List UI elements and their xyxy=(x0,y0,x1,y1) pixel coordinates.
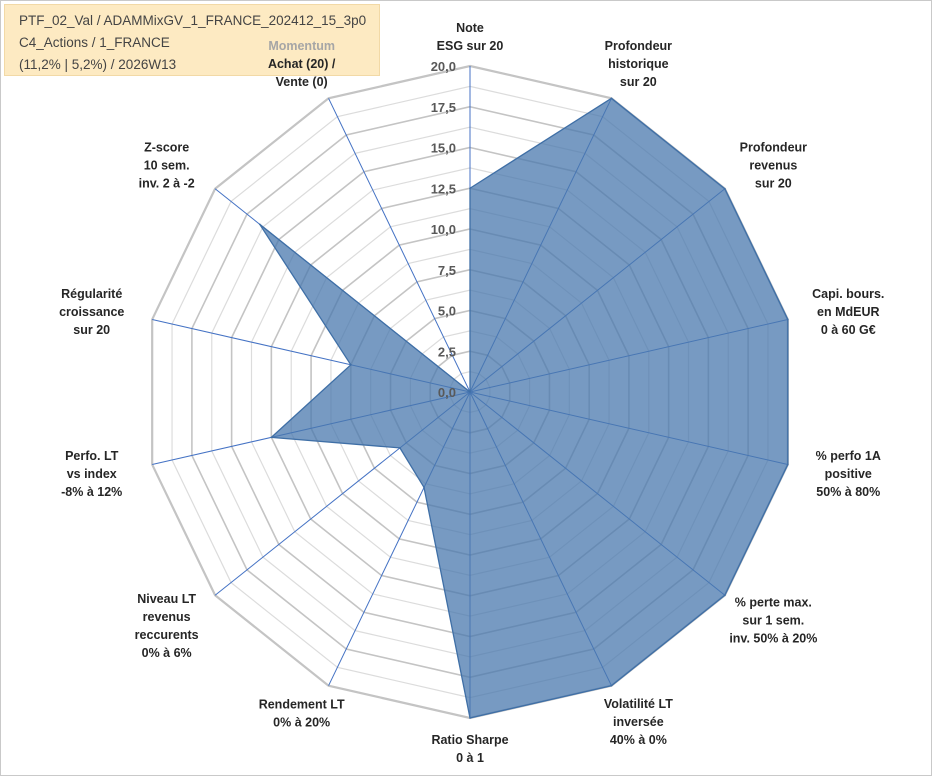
axis-label-line: 0 à 1 xyxy=(456,751,484,765)
tick-label: 12,5 xyxy=(431,181,456,196)
axis-label: % perfo 1A positive 50% à 80% xyxy=(816,449,881,499)
axis-label-line: 0 à 60 G€ xyxy=(821,323,876,337)
axis-label-line: 0% à 6% xyxy=(142,646,192,660)
axis-label: Ratio Sharpe 0 à 1 xyxy=(431,733,508,765)
axis-label-line: inv. 50% à 20% xyxy=(729,632,817,646)
axis-label-line: Ratio Sharpe xyxy=(431,733,508,747)
series-point xyxy=(469,391,471,393)
series-point xyxy=(270,436,273,439)
axis-label-line: Vente (0) xyxy=(276,75,328,89)
series-point xyxy=(787,463,789,466)
axis-label-line: Niveau LT xyxy=(137,592,196,606)
axis-label-line: reccurents xyxy=(135,628,199,642)
axis-label-line: inversée xyxy=(613,715,664,729)
axis-label-group: Momentum xyxy=(268,39,335,53)
series-point xyxy=(399,447,401,449)
series-point xyxy=(423,486,425,489)
axis-label-line: Rendement LT xyxy=(259,698,345,712)
axis-label-line: Capi. bours. xyxy=(812,287,884,301)
axis-label-line: positive xyxy=(825,467,872,481)
axis-label-line: % perfo 1A xyxy=(816,449,881,463)
axis-label-line: sur 20 xyxy=(755,176,792,190)
axis-label-line: Profondeur xyxy=(605,39,672,53)
axis-label-line: historique xyxy=(608,57,668,71)
axis-label-line: sur 20 xyxy=(620,75,657,89)
chart-info-box: PTF_02_Val / ADAMMixGV_1_FRANCE_202412_1… xyxy=(4,4,380,76)
axis-label-line: % perte max. xyxy=(735,596,812,610)
axis-label: Note ESG sur 20 xyxy=(437,21,504,53)
tick-label: 10,0 xyxy=(431,222,456,237)
axis-label-line: 10 sem. xyxy=(144,158,190,172)
axis-label-line: 50% à 80% xyxy=(816,485,880,499)
radar-tick-labels: 0,0 2,5 5,0 7,5 10,0 12,5 15,0 17,5 20,0 xyxy=(431,59,456,400)
info-line-stats: (11,2% | 5,2%) / 2026W13 xyxy=(19,57,177,72)
series-point xyxy=(787,318,789,321)
axis-label: Momentum Achat (20) / Vente (0) xyxy=(268,39,336,89)
axis-label-line: Régularité xyxy=(61,287,122,301)
info-line-category: C4_Actions / 1_FRANCE xyxy=(19,35,170,50)
tick-label: 17,5 xyxy=(431,100,456,115)
series-point xyxy=(610,684,613,687)
axis-label-line: Volatilité LT xyxy=(604,697,673,711)
axis-label: Régularité croissance sur 20 xyxy=(59,287,124,337)
tick-label: 15,0 xyxy=(431,141,456,156)
series-point xyxy=(469,187,471,190)
axis-label: Z-score 10 sem. inv. 2 à -2 xyxy=(139,140,195,190)
axis-label: Capi. bours. en MdEUR 0 à 60 G€ xyxy=(812,287,884,337)
axis-label-line: inv. 2 à -2 xyxy=(139,176,195,190)
series-point xyxy=(610,97,613,100)
axis-label-line: sur 20 xyxy=(73,323,110,337)
axis-label-line: vs index xyxy=(67,467,117,481)
axis-label-line: en MdEUR xyxy=(817,305,880,319)
tick-label: 2,5 xyxy=(438,344,456,359)
axis-label: Perfo. LT vs index -8% à 12% xyxy=(61,449,122,499)
axis-label: Profondeur historique sur 20 xyxy=(605,39,672,89)
radar-series xyxy=(258,97,789,719)
axis-label-line: Note xyxy=(456,21,484,35)
radar-axis-labels: Note ESG sur 20 Profondeur historique sur 20… xyxy=(59,21,884,765)
series-point xyxy=(258,223,261,226)
axis-label: % perte max. sur 1 sem. inv. 50% à 20% xyxy=(729,596,817,646)
series-point xyxy=(724,187,726,190)
axis-label-line: Profondeur xyxy=(740,140,807,154)
axis-label-line: -8% à 12% xyxy=(61,485,122,499)
axis-label-line: sur 1 sem. xyxy=(742,614,804,628)
axis-label: Rendement LT 0% à 20% xyxy=(259,698,345,730)
series-point xyxy=(350,363,352,366)
axis-label: Niveau LT revenus reccurents 0% à 6% xyxy=(135,592,199,660)
tick-label: 5,0 xyxy=(438,304,456,319)
tick-label: 7,5 xyxy=(438,263,456,278)
axis-label-line: Z-score xyxy=(144,140,189,154)
axis-label-line: Achat (20) / xyxy=(268,57,336,71)
axis-label: Profondeur revenus sur 20 xyxy=(740,140,807,190)
series-point xyxy=(469,717,471,719)
axis-label: Volatilité LT inversée 40% à 0% xyxy=(604,697,673,747)
tick-label: 20,0 xyxy=(431,59,456,74)
axis-label-line: croissance xyxy=(59,305,124,319)
axis-spoke xyxy=(328,98,471,393)
axis-label-line: ESG sur 20 xyxy=(437,39,504,53)
axis-label-line: Perfo. LT xyxy=(65,449,119,463)
series-point xyxy=(724,594,726,597)
info-line-portfolio: PTF_02_Val / ADAMMixGV_1_FRANCE_202412_1… xyxy=(19,13,367,28)
axis-label-line: revenus xyxy=(749,158,797,172)
axis-label-line: 40% à 0% xyxy=(610,733,667,747)
axis-label-line: 0% à 20% xyxy=(273,716,330,730)
tick-label: 0,0 xyxy=(438,385,456,400)
axis-label-line: revenus xyxy=(143,610,191,624)
